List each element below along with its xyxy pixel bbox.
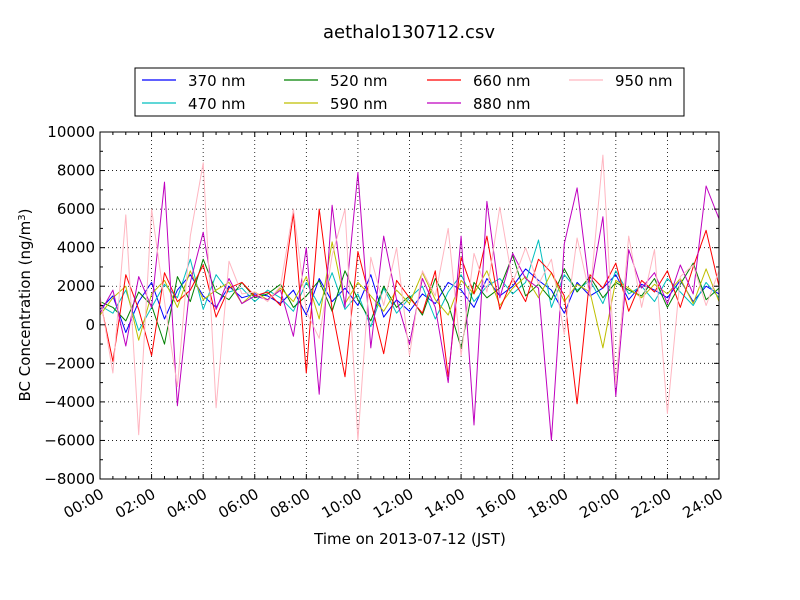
y-tick-label: −4000: [44, 393, 95, 411]
x-tick-label: 02:00: [112, 485, 158, 522]
x-tick-label: 10:00: [318, 485, 364, 522]
x-tick-label: 04:00: [164, 485, 210, 522]
y-tick-label: −6000: [44, 431, 95, 449]
y-tick-label: −8000: [44, 470, 95, 488]
y-tick-label: 2000: [57, 277, 95, 295]
legend-box: [134, 67, 685, 117]
legend-label: 880 nm: [473, 95, 531, 113]
series-layer: [99, 154, 720, 441]
y-tick-labels: −8000 −6000 −4000 −2000 0 2000 4000 6000 8000 100…: [44, 123, 95, 488]
plot-area: [100, 132, 719, 479]
y-tick-label: 10000: [47, 123, 95, 141]
x-tick-label: 06:00: [215, 485, 261, 522]
x-tick-label: 22:00: [628, 485, 674, 522]
y-axis-label-end: ): [16, 209, 34, 215]
y-axis-label-main: BC Concentration (ng/m: [16, 221, 34, 402]
series-line-5: [99, 172, 720, 441]
x-tick-label: 12:00: [370, 485, 416, 522]
chart-title: aethalo130712.csv: [323, 22, 495, 43]
legend-label: 950 nm: [615, 72, 673, 90]
x-tick-label: 08:00: [267, 485, 313, 522]
y-tick-label: 8000: [57, 162, 95, 180]
series-line-4: [99, 208, 720, 405]
y-axis-label: BC Concentration (ng/m3): [16, 209, 34, 402]
series-line-6: [99, 154, 720, 441]
x-tick-label: 18:00: [525, 485, 571, 522]
y-tick-label: 0: [85, 316, 95, 334]
x-tick-label: 20:00: [576, 485, 622, 522]
y-tick-label: 4000: [57, 239, 95, 257]
legend-label: 660 nm: [473, 72, 531, 90]
x-tick-label: 14:00: [422, 485, 468, 522]
x-tick-label: 00:00: [61, 485, 107, 522]
series-line-0: [99, 268, 720, 333]
x-tick-label: 16:00: [473, 485, 519, 522]
x-tick-label: 24:00: [680, 485, 726, 522]
y-tick-label: −2000: [44, 354, 95, 372]
series-line-3: [99, 241, 720, 349]
y-axis-label-sup: 3: [17, 214, 28, 220]
legend-label: 370 nm: [188, 72, 246, 90]
x-tick-labels: 00:00 02:00 04:00 06:00 08:00 10:00 12:00 14:00…: [61, 485, 726, 522]
legend-label: 520 nm: [330, 72, 388, 90]
legend-label: 470 nm: [188, 95, 246, 113]
legend: 370 nm 470 nm 520 nm 590 nm 660 nm 880 nm 950 …: [142, 72, 673, 113]
y-tick-label: 6000: [57, 200, 95, 218]
legend-label: 590 nm: [330, 95, 388, 113]
ticks: [99, 131, 720, 480]
x-axis-label: Time on 2013-07-12 (JST): [313, 530, 506, 548]
